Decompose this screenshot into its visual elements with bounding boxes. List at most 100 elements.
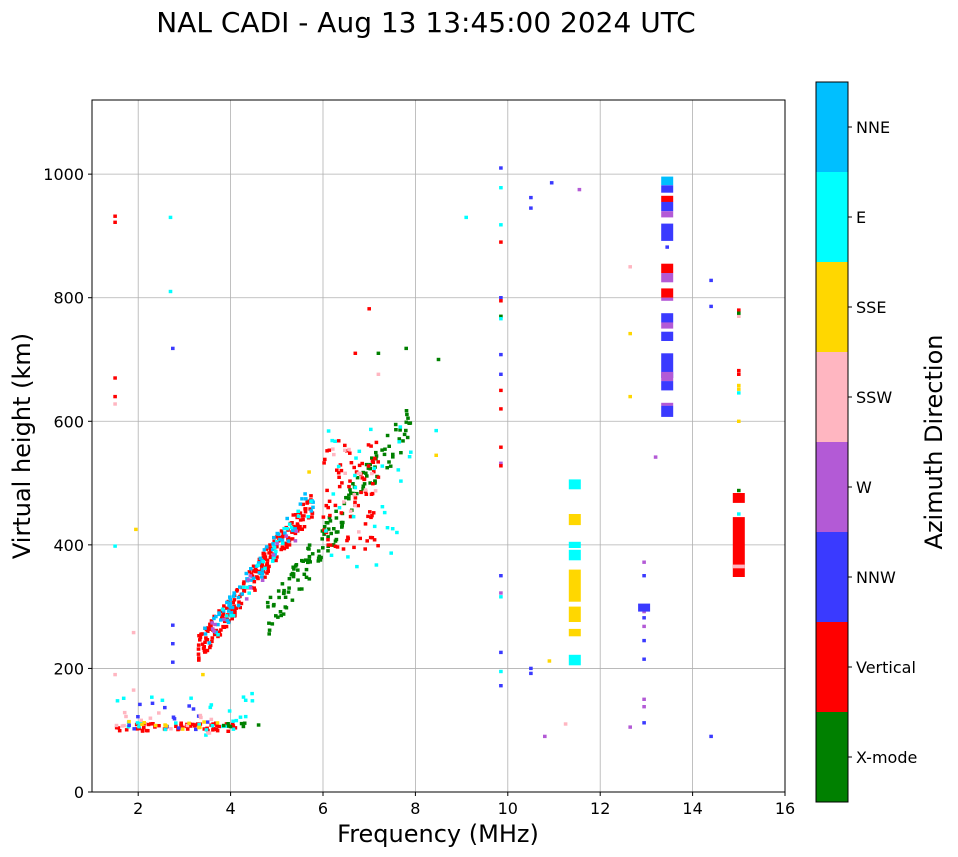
- echo-point-x-mode: [317, 554, 322, 558]
- echo-point-vertical: [215, 723, 219, 727]
- echo-point-vertical: [358, 536, 362, 541]
- echo-point-vertical: [372, 538, 377, 542]
- echo-bar-w: [661, 297, 674, 301]
- echo-point-vertical: [137, 726, 142, 731]
- echo-point-ssw: [357, 530, 361, 534]
- echo-point-ssw: [114, 723, 119, 728]
- echo-point-x-mode: [355, 491, 359, 496]
- y-tick-label: 1000: [43, 165, 84, 184]
- echo-point-x-mode: [331, 543, 336, 547]
- echo-point-x-mode: [339, 520, 344, 525]
- echo-point-e: [216, 633, 220, 637]
- echo-point-ssw: [113, 402, 117, 406]
- echo-point-vertical: [197, 656, 201, 660]
- echo-point-sse: [142, 721, 146, 725]
- echo-point-x-mode: [306, 559, 310, 564]
- echo-point-x-mode: [334, 509, 338, 513]
- echo-point-x-mode: [297, 587, 302, 591]
- echo-point-vertical: [333, 544, 338, 548]
- echo-point-x-mode: [242, 721, 247, 725]
- echo-bar-vertical: [732, 493, 745, 503]
- echo-point-nne: [230, 605, 235, 610]
- echo-point-x-mode: [344, 496, 348, 500]
- echo-point-x-mode: [737, 311, 741, 315]
- echo-point-x-mode: [737, 488, 741, 493]
- echo-point-vertical: [217, 609, 221, 613]
- echo-point-vertical: [370, 536, 375, 540]
- echo-point-nnw: [499, 372, 503, 376]
- echo-point-e: [337, 506, 342, 510]
- echo-point-vertical: [197, 658, 201, 662]
- echo-point-e: [115, 699, 120, 703]
- echo-point-x-mode: [398, 428, 402, 432]
- echo-point-vertical: [196, 647, 201, 651]
- echo-point-e: [261, 560, 265, 564]
- echo-point-vertical: [353, 351, 358, 355]
- echo-point-e: [372, 524, 377, 529]
- echo-point-ssw: [332, 452, 336, 457]
- echo-point-nnw: [499, 296, 503, 300]
- echo-point-x-mode: [279, 613, 283, 618]
- echo-point-w: [210, 627, 215, 631]
- echo-point-vertical: [366, 443, 371, 447]
- echo-point-x-mode: [404, 409, 409, 413]
- echo-point-vertical: [205, 629, 210, 633]
- echo-point-e: [189, 696, 193, 700]
- echo-point-e: [238, 715, 243, 719]
- echo-point-vertical: [250, 574, 255, 578]
- echo-point-e: [382, 510, 387, 515]
- echo-point-x-mode: [296, 568, 300, 572]
- echo-point-vertical: [371, 482, 375, 486]
- echo-point-nne: [225, 600, 229, 605]
- echo-point-vertical: [499, 464, 503, 468]
- echo-point-x-mode: [334, 530, 339, 534]
- echo-point-vertical: [113, 214, 117, 218]
- echo-point-x-mode: [370, 456, 374, 460]
- echo-point-vertical: [202, 645, 206, 649]
- colorbar-segment-w: [816, 442, 848, 532]
- echo-point-nne: [257, 561, 261, 565]
- echo-point-ssw: [343, 448, 347, 452]
- echo-point-sse: [628, 394, 632, 399]
- echo-point-nnw: [205, 720, 210, 724]
- echo-point-vertical: [261, 551, 266, 556]
- echo-point-nnw: [642, 616, 646, 620]
- echo-point-vertical: [198, 638, 202, 642]
- echo-point-nnw: [499, 684, 503, 688]
- echo-point-x-mode: [278, 610, 283, 614]
- echo-point-x-mode: [326, 527, 331, 531]
- echo-point-nne: [286, 539, 291, 543]
- echo-point-vertical: [297, 526, 301, 531]
- echo-point-x-mode: [327, 515, 332, 520]
- echo-point-x-mode: [361, 487, 365, 491]
- colorbar-segment-x-mode: [816, 712, 848, 802]
- echo-point-vertical: [374, 440, 379, 445]
- echo-point-vertical: [737, 368, 741, 373]
- echo-bar-nne: [661, 176, 674, 186]
- echo-point-nne: [260, 568, 265, 572]
- echo-point-nnw: [499, 650, 503, 655]
- echo-point-vertical: [191, 722, 195, 727]
- echo-point-vertical: [335, 468, 339, 472]
- echo-point-vertical: [293, 531, 298, 536]
- echo-point-vertical: [341, 547, 346, 551]
- echo-point-e: [499, 317, 503, 321]
- echo-point-ssw: [185, 723, 190, 728]
- echo-point-x-mode: [385, 433, 390, 438]
- echo-point-x-mode: [304, 567, 309, 572]
- echo-point-vertical: [499, 388, 503, 393]
- echo-point-x-mode: [300, 587, 304, 591]
- echo-point-sse: [547, 659, 552, 663]
- echo-point-x-mode: [268, 595, 273, 600]
- echo-point-vertical: [348, 514, 353, 519]
- echo-point-vertical: [326, 543, 331, 547]
- echo-bar-nnw: [661, 185, 674, 193]
- echo-point-vertical: [214, 628, 219, 633]
- echo-point-vertical: [372, 470, 376, 474]
- echo-point-e: [135, 721, 140, 725]
- echo-point-vertical: [274, 535, 279, 539]
- echo-bar-sse: [568, 606, 581, 622]
- echo-point-vertical: [324, 503, 329, 508]
- echo-point-x-mode: [340, 523, 344, 527]
